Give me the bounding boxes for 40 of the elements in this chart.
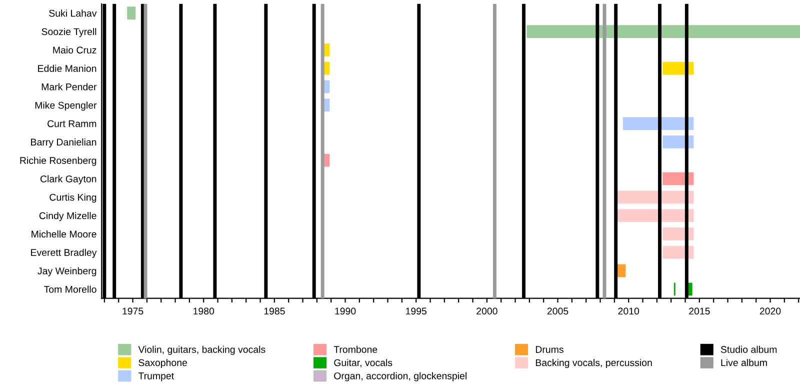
x-tick-label: 1980 [194, 308, 214, 315]
legend-label: Trombone [334, 346, 378, 353]
legend-label: Trumpet [138, 372, 174, 382]
x-tick-label: 1995 [406, 308, 426, 315]
x-tick-label: 1985 [264, 308, 285, 315]
y-tick-label: Everett Bradley [31, 248, 97, 258]
x-tick-label: 2005 [547, 308, 568, 315]
y-tick-label: Suki Lahav [49, 10, 97, 17]
y-tick-label: Jay Weinberg [38, 267, 96, 276]
legend-label: Violin, guitars, backing vocals [138, 346, 266, 355]
legend-label: Organ, accordion, glockenspiel [334, 372, 466, 382]
legend-label: Drums [536, 346, 564, 353]
y-tick-label: Tom Morello [44, 286, 96, 293]
y-tick-label: Richie Rosenberg [20, 156, 96, 166]
y-tick-label: Barry Danielian [31, 138, 96, 148]
y-tick-label: Michelle Moore [32, 230, 96, 238]
y-tick-label: Eddie Manion [38, 64, 96, 72]
x-tick-label: 2010 [618, 308, 640, 315]
x-tick-label: 2000 [476, 308, 498, 315]
y-tick-label: Soozie Tyrell [42, 28, 96, 38]
x-tick-label: 1975 [122, 308, 144, 315]
legend-label: Studio album [720, 346, 777, 353]
legend-label: Backing vocals, percussion [536, 358, 652, 368]
bar [617, 190, 694, 204]
x-tick-label: 1990 [335, 308, 356, 315]
y-tick-label: Curt Ramm [48, 120, 96, 128]
bar [526, 25, 800, 38]
y-tick-label: Mike Spengler [35, 102, 97, 111]
y-tick-label: Mark Pender [42, 83, 97, 90]
y-tick-label: Clark Gayton [40, 175, 96, 184]
legend-label: Guitar, vocals [334, 358, 392, 368]
legend-label: Saxophone [138, 358, 187, 368]
x-tick-label: 2015 [689, 308, 710, 315]
legend-label: Live album [721, 358, 767, 366]
y-tick-label: Cindy Mizelle [39, 212, 96, 222]
y-tick-label: Curtis King [50, 194, 96, 203]
x-tick-label: 2020 [760, 308, 781, 315]
bar [617, 264, 626, 278]
bar [127, 6, 136, 20]
y-tick-label: Maio Cruz [53, 46, 96, 54]
